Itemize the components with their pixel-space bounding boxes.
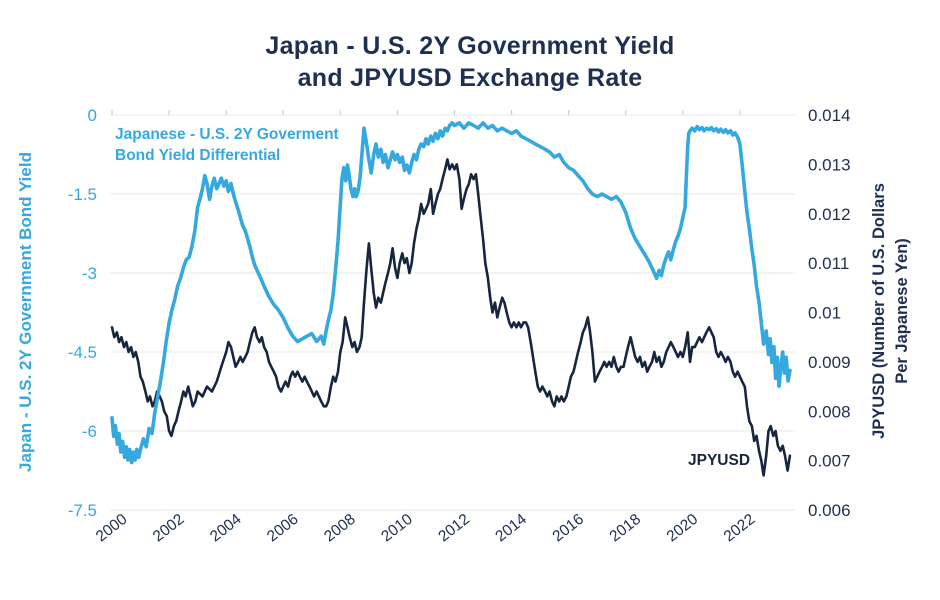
y-right-tick-label: 0.007 bbox=[808, 452, 851, 471]
jpyusd-line bbox=[110, 158, 792, 477]
x-tick-label: 2002 bbox=[150, 511, 188, 546]
x-tick-label: 2010 bbox=[378, 511, 416, 546]
y-left-tick-label: -1.5 bbox=[68, 185, 97, 204]
y-right-tick-label: 0.012 bbox=[808, 205, 851, 224]
y-left-tick-label: -6 bbox=[82, 422, 97, 441]
x-tick-label: 2000 bbox=[93, 511, 131, 546]
y-right-tick-label: 0.014 bbox=[808, 106, 851, 125]
y-right-tick-labels: 0.014 0.013 0.012 0.011 0.01 0.009 0.008 0.007 0… bbox=[808, 106, 851, 520]
differential-line bbox=[110, 121, 792, 465]
y-left-tick-label: -7.5 bbox=[68, 501, 97, 520]
x-tick-labels: 2000 2002 2004 2006 2008 2010 2012 2014 2016 2018… bbox=[93, 511, 759, 546]
series-lines bbox=[110, 121, 792, 477]
x-tick-label: 2018 bbox=[607, 511, 645, 546]
y-left-tick-label: -4.5 bbox=[68, 343, 97, 362]
x-tick-label: 2020 bbox=[664, 511, 702, 546]
x-tick-label: 2006 bbox=[264, 511, 302, 546]
x-tick-label: 2004 bbox=[207, 511, 245, 546]
y-right-tick-label: 0.006 bbox=[808, 501, 851, 520]
left-axis-title: Japan - U.S. 2Y Government Bond Yield bbox=[16, 152, 35, 472]
y-left-tick-labels: 0 -1.5 -3 -4.5 -6 -7.5 bbox=[68, 106, 97, 520]
y-right-tick-label: 0.008 bbox=[808, 402, 851, 421]
x-tick-label: 2022 bbox=[721, 511, 759, 546]
chart-title-line1: Japan - U.S. 2Y Government Yield bbox=[265, 32, 674, 60]
x-tick-label: 2008 bbox=[321, 511, 359, 546]
y-right-tick-label: 0.011 bbox=[808, 254, 849, 273]
top-ticks bbox=[111, 110, 741, 115]
y-left-tick-label: -3 bbox=[82, 264, 97, 283]
x-tick-label: 2014 bbox=[492, 511, 530, 546]
right-axis-title-line1: JPYUSD (Number of U.S. Dollars bbox=[870, 183, 888, 439]
y-left-tick-label: 0 bbox=[88, 106, 97, 125]
series-label-jpyusd: JPYUSD bbox=[688, 452, 750, 469]
gridlines bbox=[110, 114, 795, 511]
y-right-tick-label: 0.01 bbox=[808, 304, 841, 323]
right-axis-title-line2: Per Japanese Yen) bbox=[893, 238, 911, 384]
y-right-tick-label: 0.013 bbox=[808, 155, 851, 174]
x-tick-label: 2012 bbox=[435, 511, 473, 546]
y-right-tick-label: 0.009 bbox=[808, 353, 851, 372]
series-label-differential-line1: Japanese - U.S. 2Y Goverment bbox=[115, 126, 339, 143]
chart-title-line2: and JPYUSD Exchange Rate bbox=[298, 64, 643, 92]
series-label-differential-line2: Bond Yield Differential bbox=[115, 147, 280, 164]
x-tick-label: 2016 bbox=[550, 511, 588, 546]
